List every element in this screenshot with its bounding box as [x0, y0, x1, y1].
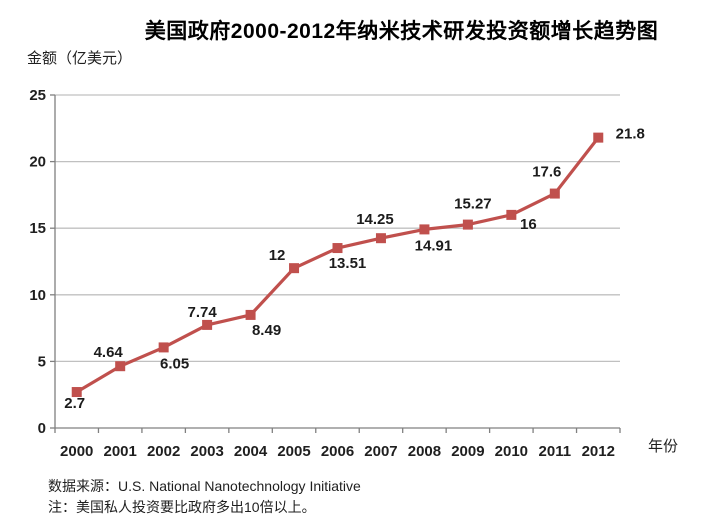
y-tick-label: 5 [38, 353, 46, 370]
y-tick-label: 25 [29, 87, 46, 104]
data-point-label-2007: 14.25 [356, 211, 394, 228]
y-tick-label: 20 [29, 154, 46, 171]
x-tick-label: 2005 [277, 443, 310, 460]
chart-title: 美国政府2000-2012年纳米技术研发投资额增长趋势图 [144, 20, 659, 43]
data-point-marker-2012 [593, 132, 604, 143]
x-tick-label: 2001 [104, 443, 137, 460]
data-point-label-2005: 12 [269, 247, 286, 264]
data-point-label-2006: 13.51 [329, 255, 367, 272]
data-point-label-2011: 17.6 [532, 164, 561, 181]
x-tick-label: 2009 [451, 443, 484, 460]
x-tick-label: 2006 [321, 443, 354, 460]
x-tick-label: 2011 [539, 443, 572, 460]
data-point-marker-2009 [462, 219, 473, 230]
y-axis-title: 金额（亿美元） [27, 50, 133, 67]
chart-footer: 数据来源：U.S. National Nanotechnology Initia… [48, 476, 361, 518]
data-point-marker-2010 [506, 209, 517, 220]
data-point-marker-2006 [332, 243, 343, 254]
data-point-marker-2008 [419, 224, 430, 235]
data-point-marker-2002 [158, 342, 169, 353]
data-point-marker-2007 [375, 233, 386, 244]
data-point-marker-2003 [202, 319, 213, 330]
data-point-label-2004: 8.49 [252, 322, 281, 339]
x-tick-label: 2008 [408, 443, 441, 460]
data-point-label-2001: 4.64 [94, 344, 124, 361]
x-tick-label: 2003 [190, 443, 223, 460]
y-tick-label: 15 [29, 220, 46, 237]
data-source-note: 数据来源：U.S. National Nanotechnology Initia… [48, 478, 361, 494]
x-tick-label: 2007 [364, 443, 397, 460]
x-axis-title: 年份 [648, 438, 678, 455]
data-point-label-2000: 2.7 [64, 395, 85, 412]
x-tick-label: 2000 [60, 443, 93, 460]
chart-note: 注：美国私人投资要比政府多出10倍以上。 [48, 499, 316, 515]
data-point-label-2003: 7.74 [188, 304, 218, 321]
x-tick-label: 2010 [495, 443, 528, 460]
data-point-label-2010: 16 [520, 216, 537, 233]
data-point-marker-2005 [289, 263, 300, 274]
data-point-label-2009: 15.27 [454, 196, 492, 213]
x-tick-label: 2004 [234, 443, 268, 460]
data-point-marker-2001 [115, 361, 126, 372]
data-point-label-2008: 14.91 [415, 237, 453, 254]
data-point-marker-2004 [245, 309, 256, 320]
line-chart-plot: 0 5 10 15 20 25 2000 2001 2002 2003 2004 2005 2006 20… [29, 87, 678, 460]
data-point-marker-2000 [71, 387, 82, 398]
y-tick-label: 0 [38, 420, 46, 437]
data-point-label-2002: 6.05 [160, 355, 189, 372]
y-tick-label: 10 [29, 287, 46, 304]
x-tick-label: 2002 [147, 443, 180, 460]
data-point-marker-2011 [549, 188, 560, 199]
x-tick-label: 2012 [582, 443, 615, 460]
data-point-label-2012: 21.8 [616, 126, 645, 143]
